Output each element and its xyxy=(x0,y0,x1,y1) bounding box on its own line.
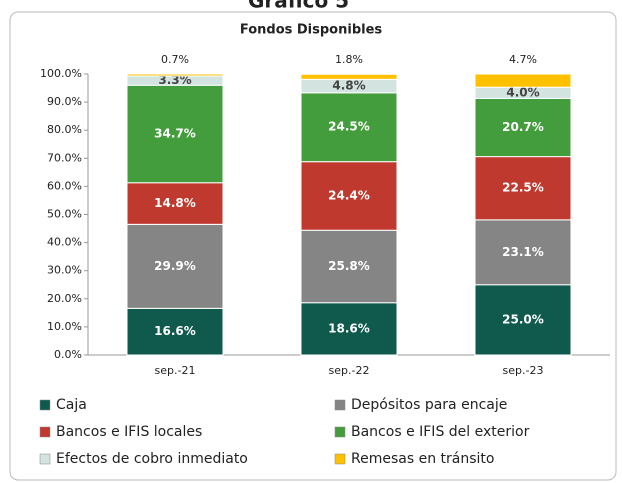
legend-label: Remesas en tránsito xyxy=(351,451,494,467)
legend-marker xyxy=(334,453,346,465)
chart-title: Fondos Disponibles xyxy=(240,23,383,38)
bar-segment xyxy=(300,92,398,163)
bar-segment xyxy=(474,73,572,88)
legend-marker xyxy=(39,453,51,465)
bar-segment xyxy=(474,284,572,356)
bar-segment xyxy=(126,73,224,77)
value-label: 1.8% xyxy=(335,53,363,66)
legend-marker xyxy=(334,426,346,438)
y-tick-label: 40.0% xyxy=(47,236,82,249)
y-tick-label: 20.0% xyxy=(47,292,82,305)
value-label: 24.4% xyxy=(328,188,370,202)
y-tick-label: 60.0% xyxy=(47,179,82,192)
legend-label: Depósitos para encaje xyxy=(351,397,507,413)
y-tick-label: 0.0% xyxy=(54,348,82,361)
y-tick-label: 70.0% xyxy=(47,151,82,164)
value-label: 24.5% xyxy=(328,120,370,134)
legend-label: Bancos e IFIS del exterior xyxy=(351,424,530,440)
legend-label: Caja xyxy=(56,397,87,413)
x-tick-label: sep.-21 xyxy=(155,364,196,377)
bar-segment xyxy=(474,97,572,158)
y-tick-label: 80.0% xyxy=(47,123,82,136)
bar-segment xyxy=(126,223,224,309)
legend-label: Bancos e IFIS locales xyxy=(56,424,202,440)
y-tick-label: 90.0% xyxy=(47,95,82,108)
x-tick-label: sep.-23 xyxy=(503,364,544,377)
x-tick-label: sep.-22 xyxy=(329,364,370,377)
legend-marker xyxy=(334,399,346,411)
value-label: 16.6% xyxy=(154,324,196,338)
y-tick-label: 100.0% xyxy=(40,67,82,80)
value-label: 4.8% xyxy=(332,79,365,93)
value-label: 20.7% xyxy=(502,120,544,134)
bar-segment xyxy=(300,161,398,231)
bar-segment xyxy=(126,307,224,356)
legend-marker xyxy=(39,399,51,411)
value-label: 4.7% xyxy=(509,53,537,66)
value-label: 29.9% xyxy=(154,259,196,273)
legend-label: Efectos de cobro inmediato xyxy=(56,451,248,467)
bar-segment xyxy=(126,182,224,225)
value-label: 14.8% xyxy=(154,196,196,210)
value-label: 22.5% xyxy=(502,181,544,195)
bar-segment xyxy=(300,73,398,80)
y-tick-label: 30.0% xyxy=(47,264,82,277)
value-label: 3.3% xyxy=(158,73,191,87)
value-label: 34.7% xyxy=(154,126,196,140)
bar-segment xyxy=(474,156,572,221)
y-tick-label: 50.0% xyxy=(47,208,82,221)
header: Gráfico 5 xyxy=(248,0,349,13)
value-label: 25.0% xyxy=(502,312,544,326)
bar-segment xyxy=(474,219,572,286)
value-label: 4.0% xyxy=(506,85,539,99)
y-tick-label: 10.0% xyxy=(47,320,82,333)
value-label: 18.6% xyxy=(328,321,370,335)
bar-segment xyxy=(126,84,224,184)
legend-marker xyxy=(39,426,51,438)
value-label: 23.1% xyxy=(502,245,544,259)
bar-segment xyxy=(300,302,398,356)
value-label: 25.8% xyxy=(328,259,370,273)
value-label: 0.7% xyxy=(161,53,189,66)
